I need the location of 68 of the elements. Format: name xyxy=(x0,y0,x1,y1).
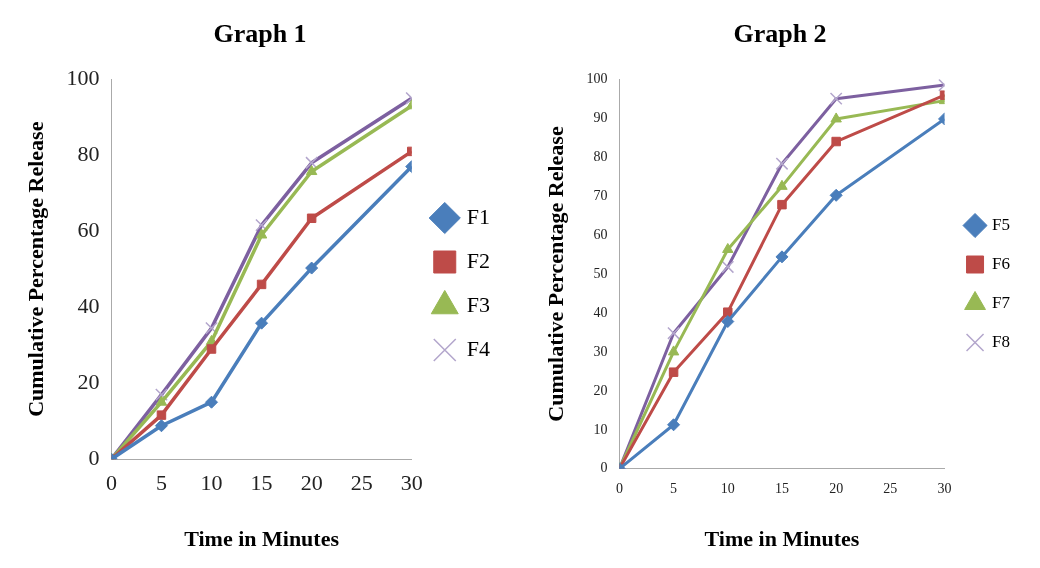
x-tick-label: 20 xyxy=(829,480,844,496)
x-tick-label: 0 xyxy=(615,480,623,496)
x-tick-label: 30 xyxy=(400,470,423,496)
y-tick-label: 20 xyxy=(593,382,608,398)
x-tick-label: 30 xyxy=(937,480,952,496)
point xyxy=(668,367,679,377)
y-tick-label: 60 xyxy=(593,226,608,242)
point xyxy=(206,344,217,354)
y-tick-label: 90 xyxy=(593,109,608,125)
point xyxy=(829,188,843,202)
legend-label: F5 xyxy=(992,214,1011,234)
point xyxy=(831,136,841,147)
x-axis-title: Time in Minutes xyxy=(184,526,340,552)
point xyxy=(306,213,317,224)
point xyxy=(723,307,733,317)
y-tick-label: 100 xyxy=(586,70,608,86)
legend-label: F3 xyxy=(466,291,491,317)
x-tick-label: 25 xyxy=(350,470,373,496)
y-tick-label: 80 xyxy=(593,148,608,164)
legend-label: F2 xyxy=(466,247,491,273)
y-tick-label: 0 xyxy=(600,460,608,476)
y-tick-label: 50 xyxy=(593,265,608,281)
y-axis-title: Cumulative Percentage Release xyxy=(542,126,568,422)
y-tick-label: 60 xyxy=(77,216,100,242)
point xyxy=(721,315,735,329)
point xyxy=(305,165,318,176)
point xyxy=(305,261,319,275)
point xyxy=(667,345,680,356)
y-tick-label: 80 xyxy=(77,140,100,166)
legend-label: F8 xyxy=(992,331,1011,351)
point xyxy=(255,316,269,330)
y-tick-label: 40 xyxy=(593,304,608,320)
legend-label: F1 xyxy=(466,203,491,229)
chart-title: Graph 2 xyxy=(733,19,827,49)
point xyxy=(205,395,219,409)
y-tick-label: 0 xyxy=(88,444,100,470)
y-tick-label: 40 xyxy=(77,292,100,318)
y-tick-label: 100 xyxy=(66,64,100,90)
x-tick-label: 20 xyxy=(300,470,323,496)
legend-label: F4 xyxy=(466,335,491,361)
x-tick-label: 0 xyxy=(105,470,117,496)
legend-label: F7 xyxy=(992,292,1011,312)
point xyxy=(256,279,267,290)
point xyxy=(830,112,842,123)
x-tick-label: 10 xyxy=(200,470,223,496)
y-tick-label: 70 xyxy=(593,187,608,203)
x-tick-label: 15 xyxy=(250,470,273,496)
y-axis-title: Cumulative Percentage Release xyxy=(22,121,48,417)
x-tick-label: 10 xyxy=(720,480,735,496)
point xyxy=(775,250,789,264)
point xyxy=(155,395,168,406)
x-tick-label: 5 xyxy=(670,480,678,496)
x-tick-label: 5 xyxy=(155,470,167,496)
x-axis-title: Time in Minutes xyxy=(704,526,860,552)
point xyxy=(154,419,168,433)
point xyxy=(255,228,268,239)
point xyxy=(722,242,734,253)
x-tick-label: 25 xyxy=(883,480,898,496)
y-tick-label: 10 xyxy=(593,421,608,437)
point xyxy=(776,179,788,190)
x-tick-label: 15 xyxy=(774,480,789,496)
point xyxy=(777,199,787,210)
chart-title: Graph 1 xyxy=(213,19,307,49)
y-tick-label: 30 xyxy=(593,343,608,359)
point xyxy=(667,418,681,432)
point xyxy=(156,410,167,420)
legend-label: F6 xyxy=(992,253,1011,273)
y-tick-label: 20 xyxy=(77,368,100,394)
